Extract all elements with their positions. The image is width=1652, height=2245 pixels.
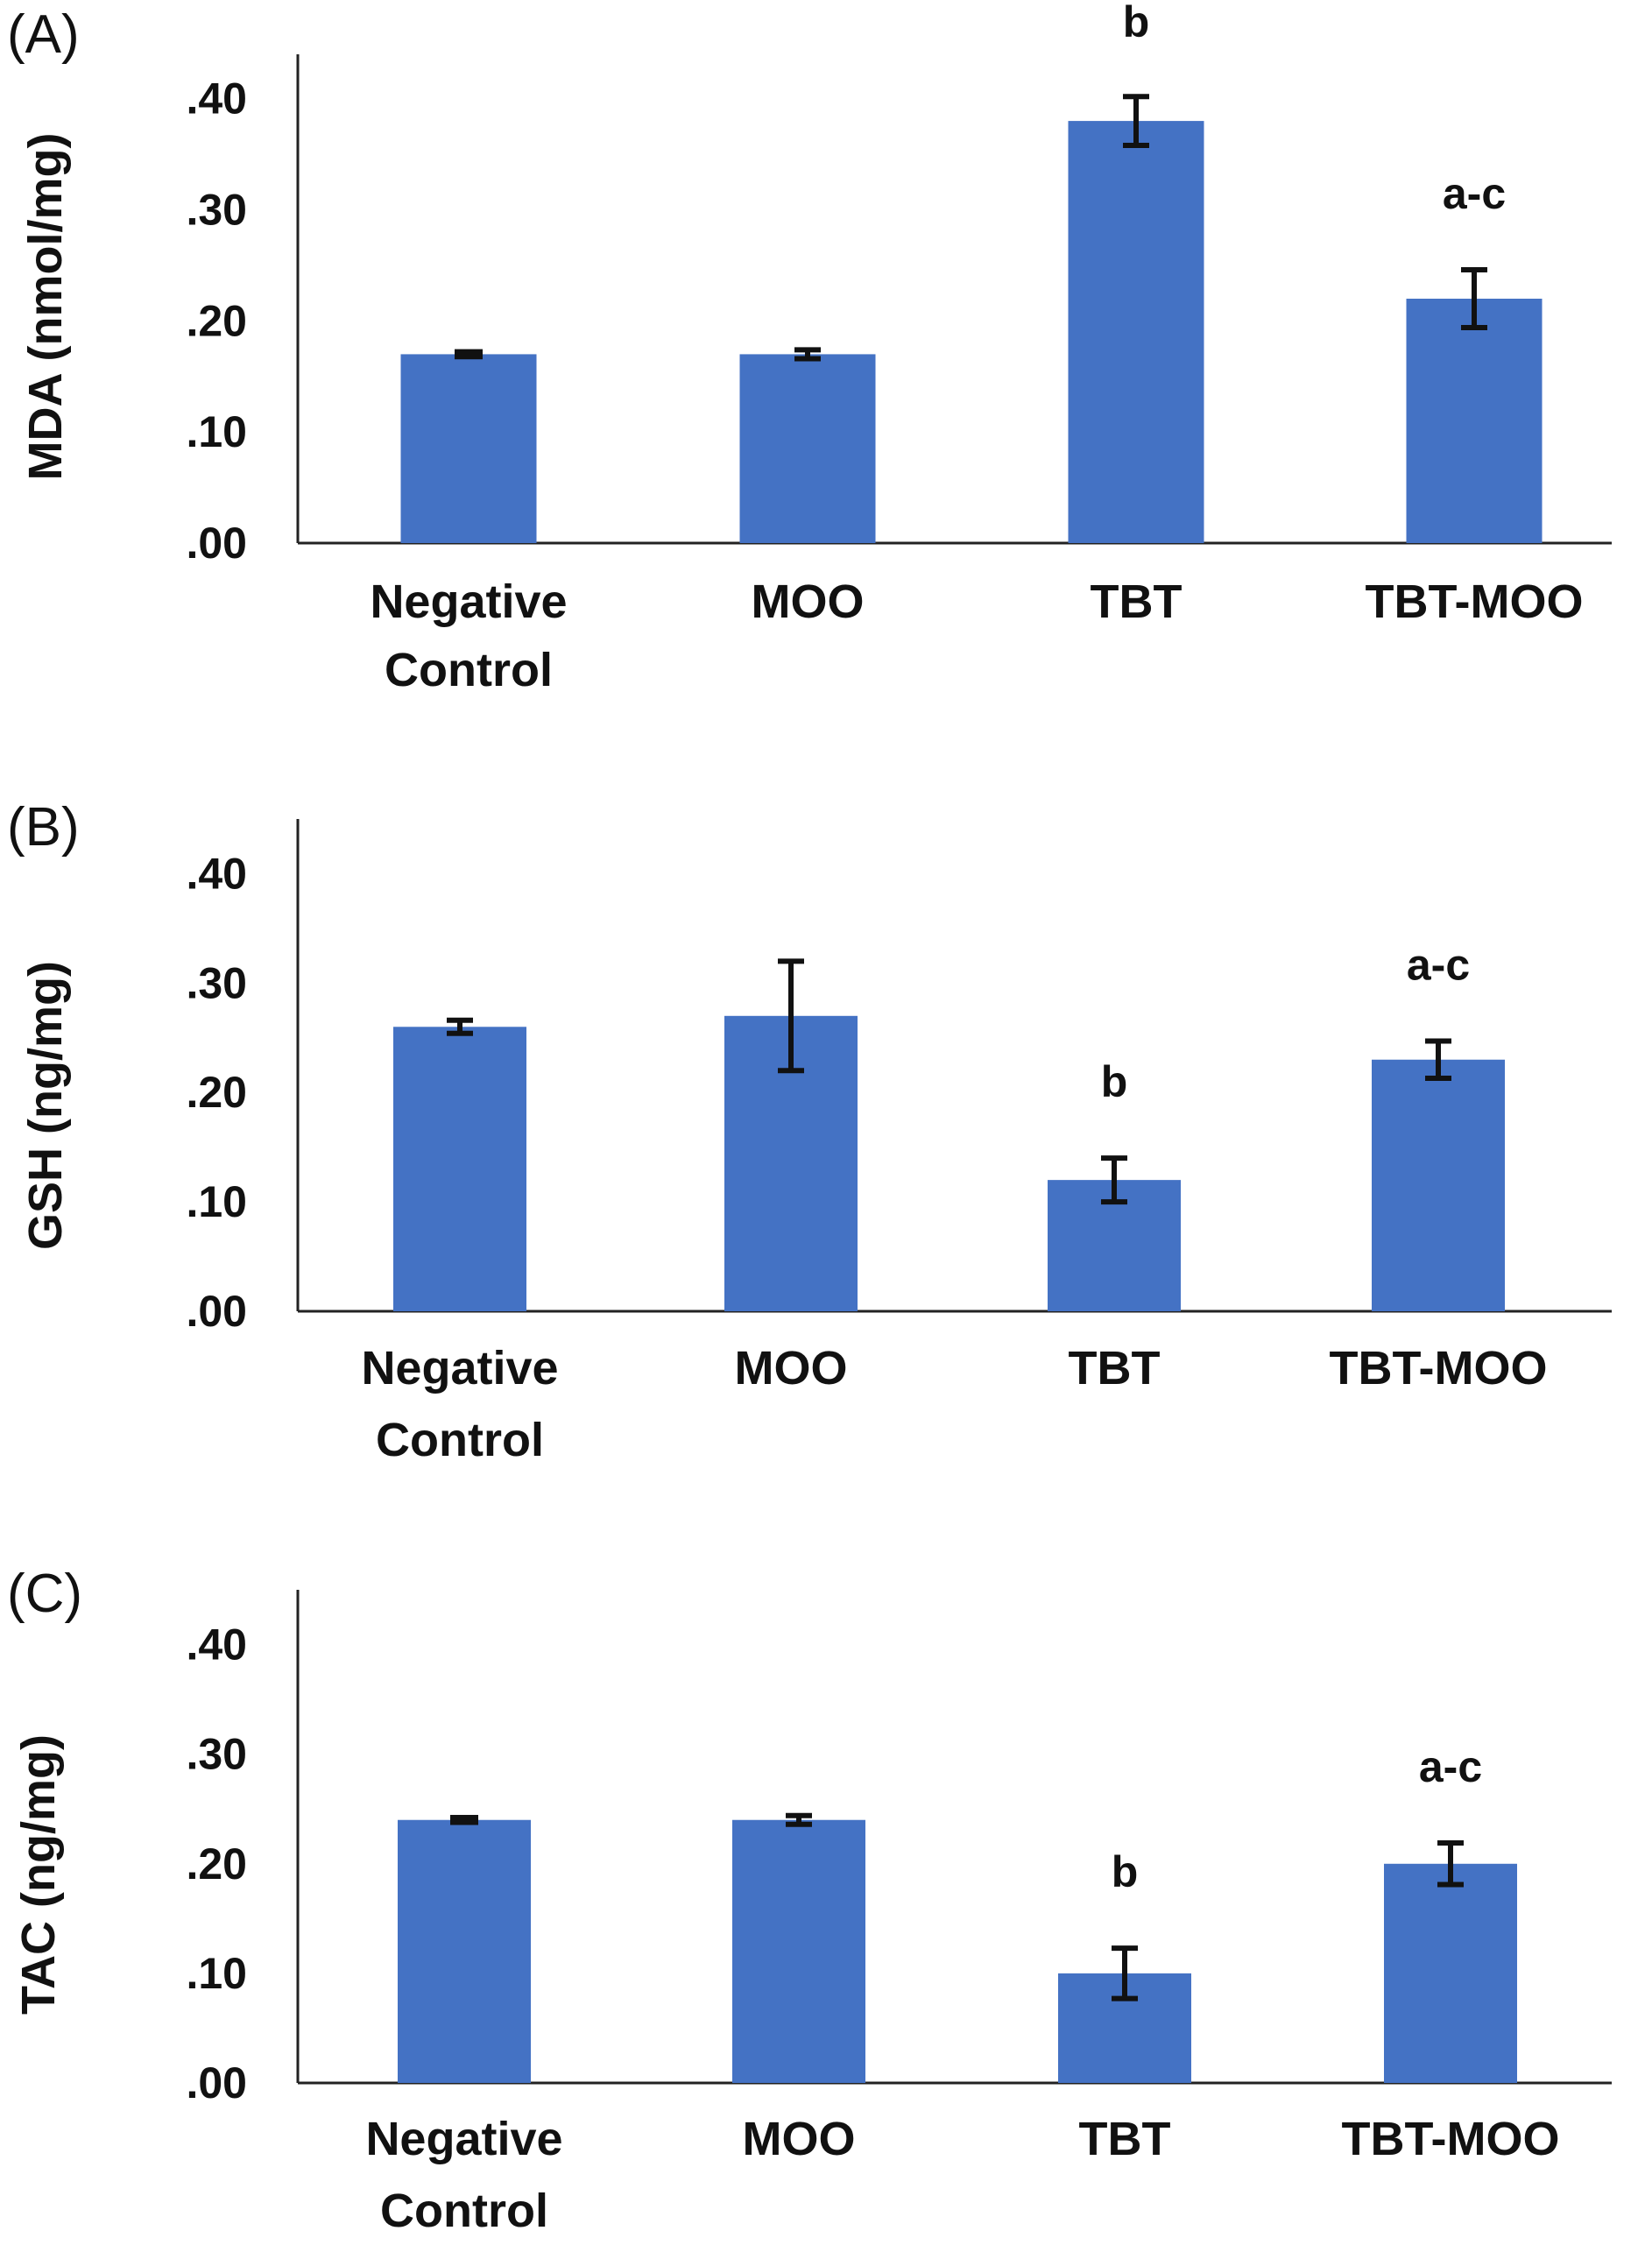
x-category-label: TBT-MOO — [1330, 1342, 1548, 1394]
x-category-label: TBT — [1091, 575, 1183, 628]
error-bar — [447, 1017, 473, 1036]
x-category-label: MOO — [735, 1342, 848, 1394]
x-category-label-line: TBT-MOO — [1366, 575, 1584, 628]
chart-panel-c: (C) TAC (ng/mg) .00 .10 .20 .30 .40 Negative Con… — [7, 1564, 1612, 2237]
error-bar — [1425, 1038, 1451, 1081]
x-category-label-line: Negative — [370, 575, 567, 628]
x-category-label-line: TBT — [1079, 2113, 1171, 2165]
significance-label: a-c — [1407, 941, 1470, 990]
x-category-label-line: Control — [380, 2185, 548, 2237]
panel-label: (A) — [7, 4, 80, 65]
x-category-label: Negative Control — [370, 575, 567, 696]
y-tick-label: .00 — [186, 1287, 247, 1336]
y-axis-title: GSH (ng/mg) — [19, 961, 72, 1250]
x-category-label-line: Negative — [365, 2113, 562, 2165]
error-bar — [1437, 1840, 1464, 1888]
x-category-label: MOO — [743, 2113, 856, 2165]
error-bar — [1461, 267, 1487, 330]
error-bar — [1101, 1155, 1127, 1205]
y-tick-label: .30 — [186, 1730, 247, 1779]
chart-panel-b: (B) GSH (ng/mg) .00 .10 .20 .30 .40 Negative Con… — [7, 797, 1612, 1466]
y-tick-label: .30 — [186, 958, 247, 1007]
error-bar — [450, 1814, 478, 1825]
bar — [1406, 299, 1543, 543]
y-tick-label: .20 — [186, 1068, 247, 1117]
error-bar — [786, 1812, 812, 1827]
x-category-label-line: TBT-MOO — [1342, 2113, 1560, 2165]
y-tick-label: .00 — [186, 519, 247, 568]
y-tick-label: .40 — [186, 1620, 247, 1670]
significance-label: b — [1101, 1057, 1128, 1106]
y-tick-label: .10 — [186, 1949, 247, 1998]
x-category-label-line: Control — [385, 644, 553, 696]
x-category-label: TBT-MOO — [1366, 575, 1584, 628]
error-bar — [794, 347, 821, 362]
y-tick-label: .10 — [186, 1177, 247, 1226]
error-bar — [1112, 1945, 1138, 2001]
error-cap — [450, 1814, 478, 1825]
x-category-label-line: MOO — [735, 1342, 848, 1394]
x-category-label-line: Control — [376, 1414, 544, 1466]
y-tick-label: .10 — [186, 407, 247, 456]
bar — [1384, 1863, 1517, 2083]
bar — [732, 1819, 865, 2083]
x-category-label: TBT-MOO — [1342, 2113, 1560, 2165]
significance-label: a-c — [1443, 169, 1506, 218]
panel-label: (B) — [7, 797, 80, 858]
y-tick-label: .40 — [186, 849, 247, 898]
x-category-label-line: Negative — [361, 1342, 558, 1394]
y-tick-label: .40 — [186, 74, 247, 124]
significance-label: b — [1123, 0, 1150, 46]
bar — [1068, 121, 1204, 543]
bar — [398, 1819, 531, 2083]
chart-panel-a: (A) MDA (nmol/mg) .00 .10 .20 .30 .40 Negative C… — [7, 0, 1612, 696]
panel-label: (C) — [7, 1564, 82, 1624]
y-axis-title: TAC (ng/mg) — [12, 1734, 65, 2015]
x-category-label-line: TBT — [1091, 575, 1183, 628]
significance-label: a-c — [1419, 1742, 1482, 1791]
bar — [393, 1027, 526, 1311]
x-category-label: TBT — [1079, 2113, 1171, 2165]
x-category-label-line: MOO — [752, 575, 865, 628]
bar — [739, 354, 876, 543]
significance-label: b — [1112, 1847, 1139, 1896]
y-tick-label: .20 — [186, 1839, 247, 1888]
y-tick-label: .20 — [186, 296, 247, 345]
x-category-label: TBT — [1069, 1342, 1161, 1394]
error-bar — [455, 349, 483, 360]
y-tick-label: .30 — [186, 186, 247, 235]
error-bar — [1123, 94, 1149, 148]
y-axis-title: MDA (nmol/mg) — [19, 133, 72, 481]
bar — [400, 354, 537, 543]
x-category-label: MOO — [752, 575, 865, 628]
error-cap — [455, 349, 483, 360]
x-category-label: Negative Control — [361, 1342, 558, 1466]
x-category-label-line: TBT-MOO — [1330, 1342, 1548, 1394]
x-category-label: Negative Control — [365, 2113, 562, 2237]
y-tick-label: .00 — [186, 2058, 247, 2107]
error-bar — [778, 958, 804, 1074]
x-category-label-line: TBT — [1069, 1342, 1161, 1394]
bar — [1372, 1059, 1505, 1311]
x-category-label-line: MOO — [743, 2113, 856, 2165]
